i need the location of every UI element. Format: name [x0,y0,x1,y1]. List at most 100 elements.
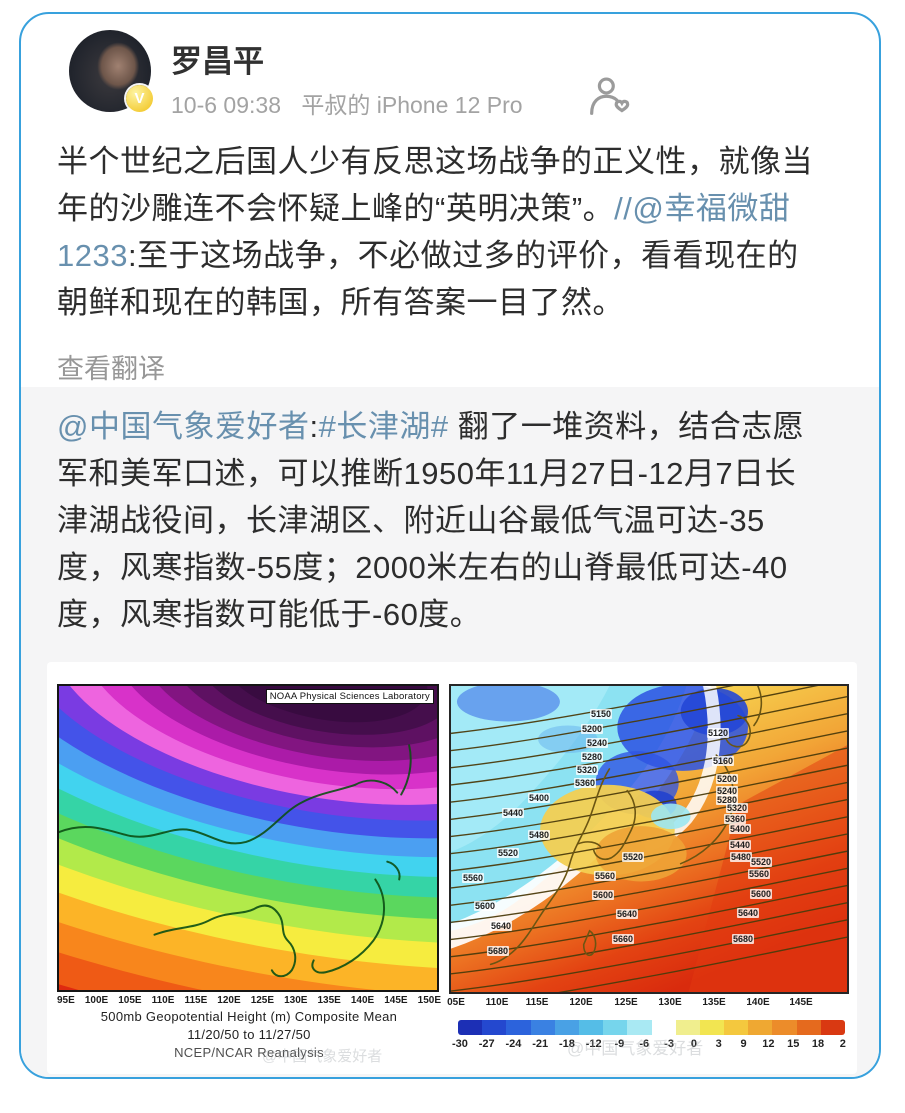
contour-label: 5520 [496,848,520,858]
colorbar-tick: 0 [690,1038,697,1050]
contour-label: 5360 [723,814,747,824]
contour-label: 5360 [573,778,597,788]
contour-label: 5600 [749,889,773,899]
colorbar-segment [627,1020,652,1035]
coastlines [59,744,412,978]
colorbar-tick: 9 [740,1038,747,1050]
colorbar-tick: -24 [505,1038,522,1050]
temperature-map-art [451,686,847,992]
x-tick: 130E [658,997,682,1008]
contour-label: 5520 [749,857,773,867]
colorbar-segment [506,1020,531,1035]
right-x-axis: 05E 110E 115E 120E 125E 130E 135E 140E 145E [447,997,853,1011]
repost-quote-block[interactable]: @中国气象爱好者:#长津湖# 翻了一堆资料，结合志愿军和美军口述，可以推断195… [21,387,879,1077]
contour-label: 5400 [527,793,551,803]
contour-label: 5600 [473,901,497,911]
quote-colon: : [309,409,319,444]
contour-label: 5440 [728,840,752,850]
x-tick: 120E [569,997,593,1008]
contour-label: 5280 [715,795,739,805]
contour-label: 5480 [527,830,551,840]
post-text-comment: 至于这场战争，不必做过多的评价，看看现在的朝鲜和现在的韩国，所有答案一目了然。 [57,238,799,320]
colorbar-segment [651,1020,676,1035]
chart-500mb-height-map[interactable]: NOAA Physical Sciences Laboratory 95E 100… [57,684,441,1065]
contour-label: 5680 [731,934,755,944]
caption-period: 11/20/50 to 11/27/50 [187,1027,311,1042]
colorbar-segment [724,1020,749,1035]
user-name[interactable]: 罗昌平 [171,44,264,79]
x-tick: 135E [317,995,341,1006]
height-map-plot: NOAA Physical Sciences Laboratory [57,684,439,992]
colorbar-tick: -30 [452,1038,468,1050]
verified-badge-letter: V [134,90,145,107]
x-tick: 05E [447,997,465,1008]
colorbar-tick: 3 [715,1038,722,1050]
contour-label: 5560 [593,871,617,881]
x-tick: 105E [118,995,142,1006]
caption-source: NCEP/NCAR Reanalysis [174,1045,324,1060]
colorbar-segment [458,1020,483,1035]
contour-label: 5280 [580,752,604,762]
quote-text-body: 翻了一堆资料，结合志愿军和美军口述，可以推断1950年11月27日-12月7日长… [57,409,805,632]
contour-label: 5240 [715,786,739,796]
contour-label: 5640 [615,909,639,919]
coastlines [489,686,763,966]
colorbar-segment [578,1020,604,1035]
contour-label: 5480 [729,852,753,862]
colorbar-tick: 12 [762,1038,775,1050]
view-translation-link[interactable]: 查看翻译 [57,354,165,384]
contour-label: 5600 [591,890,615,900]
contour-label: 5640 [489,921,513,931]
contour-label: 5560 [747,869,771,879]
post-source[interactable]: 平叔的 iPhone 12 Pro [301,92,523,118]
x-tick: 140E [746,997,770,1008]
x-tick: 100E [84,995,109,1006]
hashtag-link[interactable]: #长津湖# [318,409,449,444]
colorbar-tick: 2 [839,1038,846,1050]
quoted-user-mention[interactable]: @中国气象爱好者 [57,409,310,444]
colorbar-segment [530,1020,555,1035]
contour-label: 5320 [725,803,749,813]
repost-user-link[interactable]: //@幸福微甜1233 [57,191,791,273]
temperature-map-plot: 5150 5200 5240 5280 5320 5360 5400 5440 5480 5520… [449,684,849,994]
avatar[interactable]: V [69,30,153,112]
temperature-colorbar [458,1020,845,1035]
chart-temperature-map[interactable]: 5150 5200 5240 5280 5320 5360 5400 5440 5480 5520… [447,684,853,1058]
colorbar-segment [820,1020,845,1035]
contour-label: 5120 [706,728,730,738]
colorbar-segment [772,1020,797,1035]
x-tick: 125E [614,997,638,1008]
x-tick: 110E [485,997,509,1008]
contour-label: 5400 [728,824,752,834]
x-tick: 120E [217,995,241,1006]
colorbar-tick: -18 [558,1038,575,1050]
colorbar-segment [482,1020,507,1035]
colorbar-tick: -9 [614,1038,625,1050]
contour-label: 5520 [621,852,645,862]
contour-label: 5150 [589,709,613,719]
post-text-main: 半个世纪之后国人少有反思这场战争的正义性，就像当年的沙雕连不会怀疑上峰的“英明决… [57,144,813,226]
contour-label: 5440 [501,808,525,818]
verified-badge-icon: V [126,85,153,112]
colorbar-tick: -6 [639,1038,650,1050]
contour-label: 5680 [486,946,510,956]
contour-label: 5560 [461,873,485,883]
x-tick: 95E [57,995,75,1006]
left-captions: 500mb Geopotential Height (m) Composite … [57,1009,441,1065]
colorbar-segment [699,1020,725,1035]
x-tick: 140E [350,995,375,1006]
x-tick: 115E [184,995,208,1006]
noaa-label: NOAA Physical Sciences Laboratory [265,689,434,704]
contour-label: 5320 [575,765,599,775]
colorbar-segment [675,1020,700,1035]
attached-image[interactable]: NOAA Physical Sciences Laboratory 95E 100… [47,662,857,1074]
caption-variable: 500mb Geopotential Height (m) Composite … [100,1009,398,1024]
colorbar-tick: -21 [532,1038,549,1050]
colorbar-tick: -27 [478,1038,495,1050]
colorbar-segment [603,1020,628,1035]
x-tick: 130E [284,995,308,1006]
colorbar-tick: -12 [585,1038,602,1050]
colorbar-labels: -30 -27 -24 -21 -18 -12 -9 -6 -3 0 3 9 12 15 18 2 [452,1038,850,1050]
x-tick: 145E [789,997,813,1008]
